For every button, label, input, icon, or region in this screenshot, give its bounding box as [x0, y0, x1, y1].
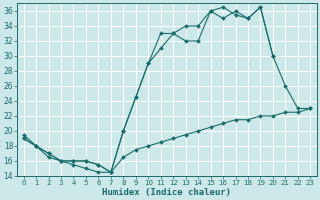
X-axis label: Humidex (Indice chaleur): Humidex (Indice chaleur) — [102, 188, 231, 197]
